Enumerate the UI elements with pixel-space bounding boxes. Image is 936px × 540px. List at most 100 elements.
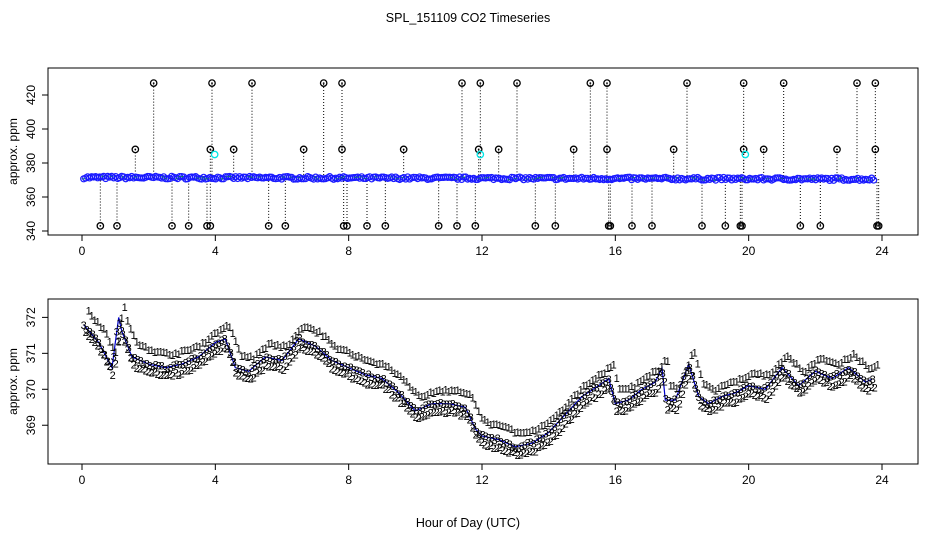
outlier-high-point-dot [606,82,608,84]
series-3-marker: 3 [552,422,558,434]
series-1-marker: 1 [143,342,149,354]
series-3-marker: 3 [99,344,105,356]
series-1-marker: 1 [809,360,815,372]
series-1-marker: 1 [164,348,170,360]
series-2-marker: 2 [812,376,818,388]
series-1-marker: 1 [380,359,386,371]
series-3-marker: 3 [681,371,687,383]
series-3-marker: 3 [537,433,543,445]
series-2-marker: 2 [599,389,605,401]
series-2-marker: 2 [92,337,98,349]
series-3-marker: 3 [90,329,96,341]
series-3-marker: 3 [333,357,339,369]
series-2-marker: 2 [587,396,593,408]
series-3-marker: 3 [435,399,441,411]
series-2-marker: 2 [230,357,236,369]
series-3-marker: 3 [711,395,717,407]
series-1-marker: 1 [215,327,221,339]
series-3-marker: 3 [150,362,156,374]
series-2-marker: 2 [596,389,602,401]
series-2-marker: 2 [422,410,428,422]
series-1-marker: 1 [839,358,845,370]
series-2-marker: 2 [665,404,671,416]
series-1-marker: 1 [257,347,263,359]
series-2-marker: 2 [158,370,164,382]
series-1-marker: 1 [668,380,674,392]
outlier-low-point [264,222,273,230]
series-2-marker: 2 [743,391,749,403]
series-1-marker: 1 [596,370,602,382]
series-3-marker: 3 [732,387,738,399]
series-2-marker: 2 [170,370,176,382]
series-1-marker: 1 [536,423,542,435]
series-2-marker: 2 [224,344,230,356]
series-3-marker: 3 [501,438,507,450]
outlier-low-point-dot [384,225,387,227]
series-1-marker: 1 [755,369,761,381]
series-2-marker: 2 [98,346,104,358]
outlier-mid-point [399,145,408,154]
x-tick-label: 16 [609,473,623,487]
series-2-marker: 2 [407,406,413,418]
outlier-mid-point [833,145,841,154]
series-1-marker: 1 [590,375,596,387]
series-3-marker: 3 [504,437,510,449]
series-1-marker: 1 [431,388,437,400]
series-3-marker: 3 [444,399,450,411]
outlier-high-point [871,79,880,87]
series-3-marker: 3 [354,365,360,377]
series-2-marker: 2 [719,401,725,413]
series-1-marker: 1 [566,398,572,410]
series-2-marker: 2 [518,450,524,462]
series-3-marker: 3 [393,384,399,396]
x-tick-label: 4 [212,473,219,487]
series-1-marker: 1 [119,313,125,325]
y-tick-label: 360 [24,187,38,207]
baseline-point [462,173,470,181]
series-1-marker: 1 [575,389,581,401]
series-3-marker: 3 [597,378,603,390]
outlier-mid-point-dot [477,148,480,151]
series-3-marker: 3 [465,408,471,420]
series-1-marker: 1 [815,355,821,367]
series-2-marker: 2 [821,377,827,389]
baseline-point [220,175,228,183]
series-3-marker: 3 [609,386,615,398]
x-tick-label: 12 [475,244,489,258]
baseline-point [868,174,876,182]
series-3-marker: 3 [375,373,381,385]
series-1-marker: 1 [611,359,617,371]
series-1-marker: 1 [497,420,503,432]
series-3-marker: 3 [633,390,639,402]
outlier-low-point [816,222,825,230]
series-1-marker: 1 [197,342,203,354]
series-1-marker: 1 [593,373,599,385]
series-3-marker: 3 [426,399,432,411]
outlier-mid-point [299,145,308,154]
series-3-marker: 3 [180,359,186,371]
series-2-marker: 2 [392,392,398,404]
outlier-mid-point-dot [672,148,675,151]
series-2-marker: 2 [566,415,572,427]
series-3-marker: 3 [576,397,582,409]
series-3-marker: 3 [801,378,807,390]
series-3-marker: 3 [522,440,528,452]
series-3-marker: 3 [684,366,690,378]
series-2-marker: 2 [209,350,215,362]
series-2-marker: 2 [707,406,713,418]
series-3-marker: 3 [441,399,447,411]
series-3-marker: 3 [807,370,813,382]
series-3-marker: 3 [336,359,342,371]
series-1-marker: 1 [770,367,776,379]
series-3-marker: 3 [168,363,174,375]
series-1-marker: 1 [170,350,176,362]
series-1-marker: 1 [437,385,443,397]
series-2-marker: 2 [458,411,464,423]
series-2-marker: 2 [449,405,455,417]
series-2-marker: 2 [101,350,107,362]
series-2-marker: 2 [155,369,161,381]
series-1-marker: 1 [773,364,779,376]
series-3-marker: 3 [174,359,180,371]
series-2-marker: 2 [341,369,347,381]
series-3-marker: 3 [396,389,402,401]
